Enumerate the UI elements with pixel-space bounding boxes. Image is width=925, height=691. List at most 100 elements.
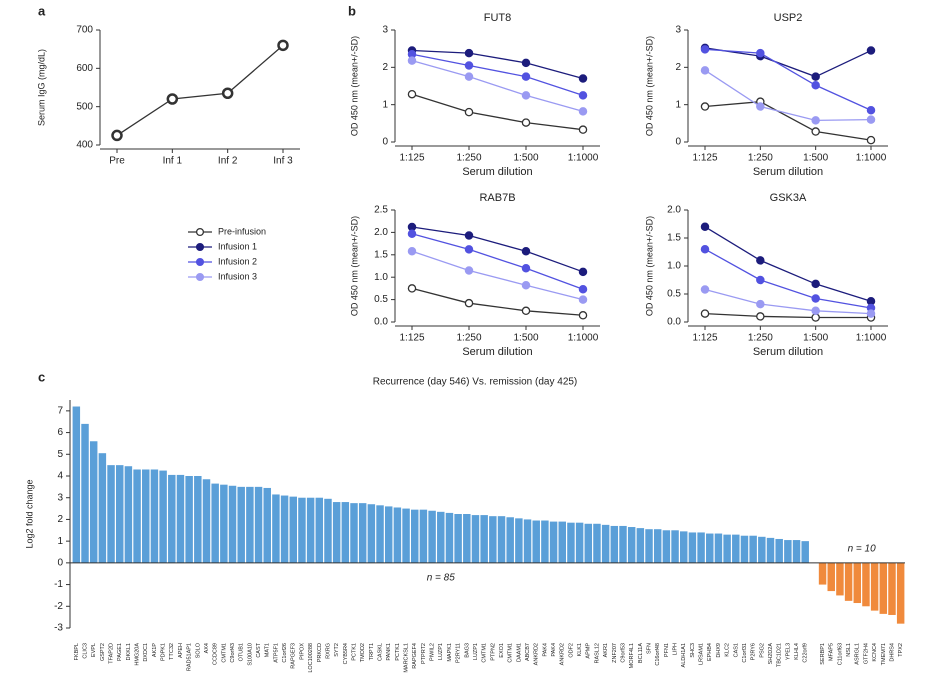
bar — [497, 516, 506, 563]
x-tick-label: C22orf9 — [803, 643, 809, 663]
bar — [662, 530, 671, 563]
bar — [159, 470, 167, 563]
x-axis-label: Serum dilution — [753, 346, 823, 358]
data-point — [578, 295, 588, 304]
x-tick-label: 1:1000 — [856, 153, 887, 164]
x-tick-label: KCNC4 — [872, 643, 878, 662]
bar — [758, 536, 766, 563]
x-tick-label: PTPN2 — [490, 643, 496, 661]
x-tick-label: CCDC89 — [213, 643, 219, 665]
bar — [358, 503, 367, 563]
y-tick-label: -3 — [54, 623, 63, 634]
x-tick-label: SYT2 — [334, 643, 340, 657]
group-annotation: n = 10 — [848, 543, 877, 554]
bar — [332, 502, 341, 563]
bar — [194, 476, 202, 563]
data-point — [756, 256, 765, 265]
y-tick-label: 1.5 — [374, 249, 388, 260]
x-tick-label: ANKRD2 — [560, 643, 566, 665]
x-tick-label: MARCKSL1 — [404, 643, 410, 673]
x-tick-label: YPEL3 — [785, 643, 791, 660]
x-tick-label: TRPT1 — [369, 643, 375, 660]
data-point — [756, 312, 765, 321]
bar — [107, 465, 115, 563]
bar — [142, 469, 150, 563]
x-tick-label: LUZP1 — [473, 643, 479, 660]
bar — [879, 562, 888, 614]
bar — [818, 562, 827, 585]
bar — [454, 514, 462, 563]
x-axis-label: Serum dilution — [462, 346, 532, 358]
x-tick-label: P2RY11 — [456, 643, 462, 663]
data-point — [700, 102, 710, 111]
x-tick-label: CASKL — [377, 643, 383, 661]
x-tick-label: ODF2 — [568, 643, 574, 658]
bar — [81, 423, 89, 563]
bar — [176, 474, 185, 563]
data-point — [521, 91, 531, 100]
bar — [428, 510, 436, 563]
series-line — [704, 47, 872, 78]
x-tick-label: EPHB4 — [707, 643, 713, 661]
y-axis-label: OD 450 nm (mean+/-SD) — [644, 216, 654, 316]
data-point — [277, 39, 289, 52]
x-tick-label: APMP — [586, 643, 592, 659]
data-point — [407, 229, 417, 238]
data-point — [756, 275, 765, 285]
bar — [437, 511, 445, 563]
series-line — [411, 49, 584, 80]
bar — [98, 453, 107, 563]
group-annotation: n = 85 — [427, 572, 456, 583]
data-point — [221, 87, 234, 99]
y-tick-label: 700 — [76, 25, 93, 36]
bar — [627, 527, 636, 563]
x-tick-label: CAS1 — [733, 643, 739, 657]
chart-title: FUT8 — [484, 12, 512, 24]
series-line — [411, 93, 584, 131]
bar — [150, 469, 159, 563]
bar — [784, 540, 792, 563]
x-tick-label: ALDH1A1 — [681, 643, 687, 667]
y-tick-label: 600 — [76, 63, 93, 74]
data-point — [578, 125, 588, 134]
x-axis-label: Serum dilution — [462, 166, 532, 178]
x-tick-label: ATP5F1 — [273, 643, 279, 663]
bar — [367, 504, 376, 563]
y-axis-label: OD 450 nm (mean+/-SD) — [349, 216, 359, 316]
bar — [610, 525, 619, 563]
x-tick-label: C9orf43 — [230, 643, 236, 663]
bar — [89, 441, 98, 563]
x-tick-label: PFN1 — [664, 643, 670, 657]
x-tick-label: TTC32 — [169, 643, 175, 660]
bar — [445, 512, 454, 563]
x-tick-label: TPX2 — [898, 643, 904, 657]
x-tick-label: PTPRT2 — [421, 643, 427, 664]
y-axis-label: OD 450 nm (mean+/-SD) — [644, 36, 654, 136]
data-point — [166, 93, 179, 105]
data-point — [464, 72, 474, 81]
x-tick-label: 1:500 — [803, 153, 828, 164]
bar — [549, 521, 558, 563]
y-tick-label: 0 — [57, 557, 63, 568]
data-point — [464, 298, 474, 308]
data-point — [464, 107, 474, 117]
bar — [220, 484, 228, 563]
data-point — [866, 106, 876, 115]
x-tick-label: ABCB7 — [525, 643, 531, 661]
bar — [228, 485, 237, 563]
chart-title: USP2 — [774, 12, 803, 24]
series-line — [704, 48, 872, 111]
legend-label: Pre-infusion — [218, 226, 266, 236]
x-tick-label: MAT1 — [265, 643, 271, 657]
x-tick-label: SFN — [646, 643, 652, 654]
bar — [411, 509, 419, 563]
bar — [775, 538, 783, 563]
series-line — [411, 53, 584, 96]
y-tick-label: -2 — [54, 601, 63, 612]
x-tick-label: PAGE1 — [117, 643, 123, 661]
bar — [645, 529, 653, 563]
x-tick-label: BCL11A — [638, 643, 644, 663]
y-tick-label: 1.0 — [667, 261, 681, 272]
y-tick-label: 1.5 — [667, 233, 681, 244]
bar — [558, 521, 566, 563]
